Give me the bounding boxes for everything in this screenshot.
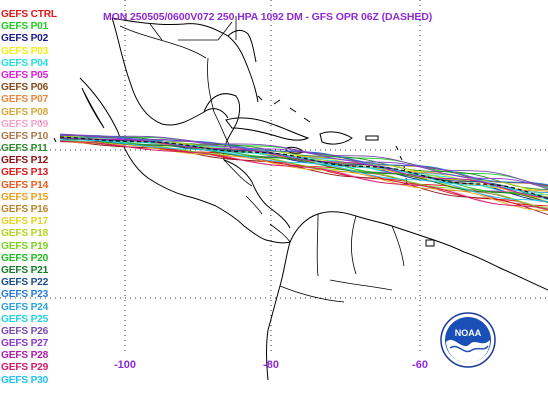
coastline-segment (223, 159, 291, 229)
legend-item: GEFS P20 (1, 252, 49, 264)
legend-item: GEFS P13 (1, 167, 49, 179)
contour-line (59, 141, 548, 210)
coastline-segment (257, 95, 311, 123)
border-segment (245, 195, 263, 215)
border-segment (391, 225, 405, 267)
legend-item: GEFS P08 (1, 106, 49, 118)
coastline-segment (395, 145, 408, 185)
lon-label-100w: -100 (113, 359, 137, 371)
legend-item: GEFS P23 (1, 289, 49, 301)
contour-line (59, 134, 548, 190)
country-borders (119, 16, 405, 303)
ensemble-contours (59, 133, 548, 216)
coastline-segment (203, 93, 241, 161)
contour-line (60, 139, 548, 203)
border-segment (207, 57, 215, 113)
legend-item: GEFS P11 (1, 143, 48, 155)
legend-item: GEFS P29 (1, 362, 49, 374)
gfs-operational-contour (59, 136, 548, 200)
contour-line (59, 141, 548, 212)
coastline-segment (319, 131, 353, 145)
legend-item: GEFS P01 (1, 21, 49, 33)
contour-line (59, 137, 548, 198)
legend-item: GEFS P27 (1, 338, 49, 350)
legend-item: GEFS P19 (1, 240, 49, 252)
lon-label-80w: -80 (263, 359, 279, 371)
noaa-logo: NOAA (440, 312, 496, 368)
coastline-segment (79, 77, 217, 207)
legend-item: GEFS P17 (1, 216, 49, 228)
legend-item: GEFS P25 (1, 313, 49, 325)
border-segment (279, 285, 345, 303)
chart-title: MON 250505/0600V072 250 HPA 1092 DM - GF… (103, 11, 433, 23)
border-segment (223, 159, 253, 187)
legend-item: GEFS P14 (1, 179, 49, 191)
coastline-segment (81, 87, 105, 129)
border-segment (269, 223, 291, 243)
legend-item: GEFS P15 (1, 191, 49, 203)
border-segment (316, 213, 319, 277)
legend-item: GEFS P07 (1, 94, 49, 106)
legend-item: GEFS P28 (1, 350, 49, 362)
legend-item: GEFS P22 (1, 277, 49, 289)
border-segment (149, 23, 163, 41)
gfs-oper-line (59, 136, 548, 200)
coastlines (39, 17, 548, 381)
legend-item: GEFS CTRL (1, 9, 57, 20)
contour-line (59, 133, 548, 187)
coastline-segment (365, 135, 379, 141)
coastline-segment (39, 119, 57, 143)
legend-item: GEFS P18 (1, 228, 49, 240)
legend-item: GEFS P12 (1, 155, 49, 167)
contour-line (59, 136, 548, 201)
legend-item: GEFS P10 (1, 130, 49, 142)
coastline-segment (225, 117, 310, 141)
lon-label-60w: -60 (412, 359, 428, 371)
coastline-segment (289, 211, 548, 291)
legend-item: GEFS P30 (1, 374, 49, 386)
legend-item: GEFS P21 (1, 264, 49, 276)
legend-item: GEFS P16 (1, 204, 49, 215)
legend-item: GEFS P06 (1, 82, 49, 94)
coastline-segment (266, 241, 291, 381)
border-segment (329, 279, 393, 291)
legend-item: GEFS P04 (1, 57, 49, 69)
coastline-segment (425, 239, 435, 247)
border-segment (119, 25, 207, 59)
legend-item: GEFS P03 (1, 45, 49, 57)
legend-item: GEFS P05 (1, 69, 49, 81)
noaa-logo-text: NOAA (455, 328, 482, 338)
coastline-segment (227, 29, 257, 63)
legend-item: GEFS P24 (1, 301, 49, 313)
coastline-segment (111, 17, 259, 103)
border-segment (351, 215, 357, 275)
legend-item: GEFS P02 (1, 33, 49, 45)
border-segment (217, 21, 233, 41)
legend-item: GEFS P09 (1, 118, 49, 130)
coastline-segment (215, 205, 291, 244)
contour-line (59, 135, 548, 190)
coastline-segment (111, 17, 229, 126)
legend-item: GEFS P26 (1, 325, 49, 337)
contour-line (59, 138, 548, 204)
member-legend: GEFS CTRL GEFS P01 GEFS P02 GEFS P03 GEFS P0… (1, 9, 71, 387)
